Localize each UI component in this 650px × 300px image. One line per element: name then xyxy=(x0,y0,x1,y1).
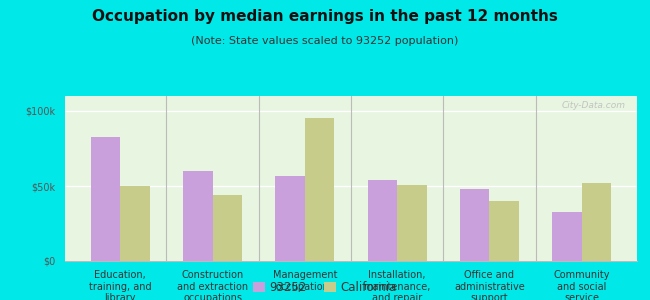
Bar xyxy=(305,118,334,261)
Bar xyxy=(276,176,305,261)
Legend: 93252, California: 93252, California xyxy=(253,281,397,294)
Bar xyxy=(120,186,150,261)
Bar xyxy=(91,136,120,261)
Text: Occupation by median earnings in the past 12 months: Occupation by median earnings in the pas… xyxy=(92,9,558,24)
Bar xyxy=(213,195,242,261)
Text: City-Data.com: City-Data.com xyxy=(562,101,625,110)
Text: (Note: State values scaled to 93252 population): (Note: State values scaled to 93252 popu… xyxy=(191,36,459,46)
Bar xyxy=(552,212,582,261)
Bar xyxy=(460,189,489,261)
Bar xyxy=(397,184,426,261)
Bar xyxy=(368,180,397,261)
Bar xyxy=(489,201,519,261)
Bar xyxy=(582,183,611,261)
Bar xyxy=(183,171,213,261)
